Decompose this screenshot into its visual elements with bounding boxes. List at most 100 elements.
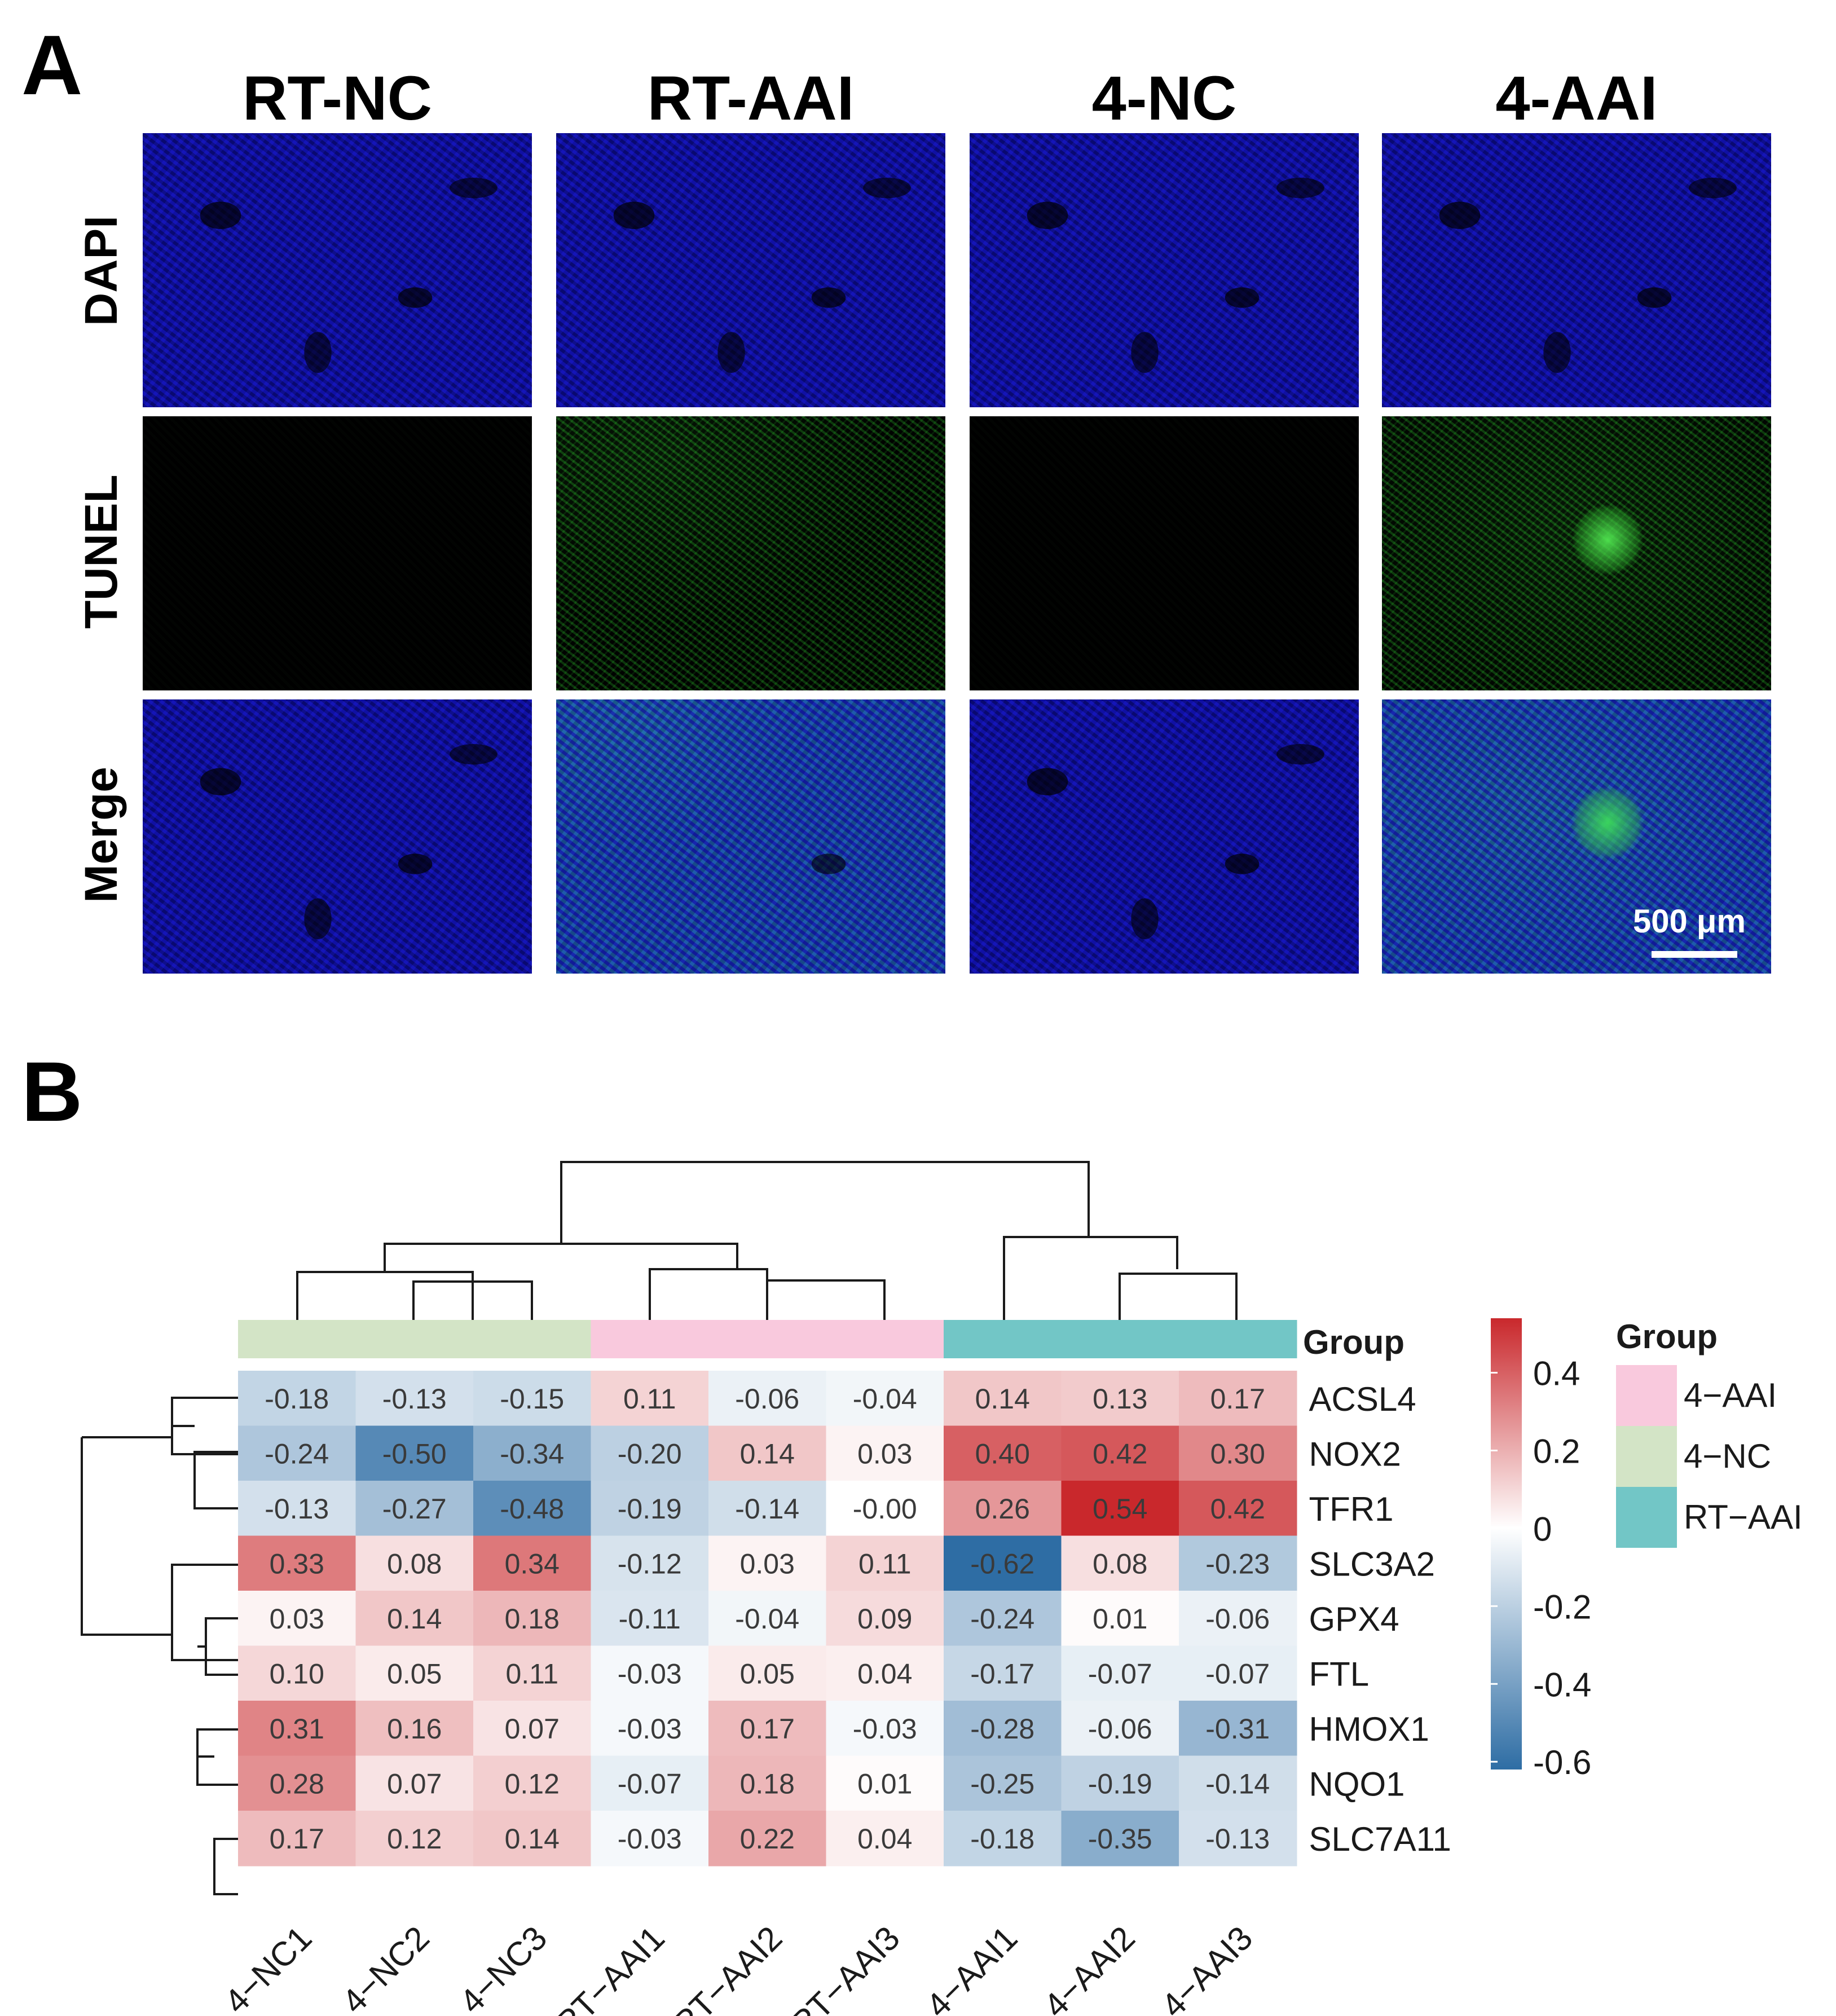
- heatmap-cell-hmox1-4-nc3: [473, 1701, 592, 1757]
- heatmap-cell-label: 0.14: [975, 1383, 1030, 1415]
- heatmap-cell-label: 0.12: [505, 1768, 560, 1799]
- heatmap-cells: -0.18 -0.13 -0.15 0.11 -0.06 -0.04 0.14 0.13 0.1…: [238, 1371, 1297, 1867]
- heatmap-cell-nqo1-4-aai2: [1061, 1755, 1179, 1811]
- heatmap-cell-acsl4-rt-aai3: [826, 1371, 944, 1427]
- heatmap-cell-hmox1-rt-aai1: [591, 1701, 709, 1757]
- heatmap-cell-tfr1-4-aai3: [1179, 1481, 1297, 1537]
- colorbar-ticks: 0.4 0.2 0 -0.2 -0.4 -0.6: [1491, 1355, 1591, 1781]
- heatmap-cell-label: -0.13: [1205, 1823, 1270, 1855]
- heatmap-cell-label: 0.03: [740, 1548, 795, 1579]
- heatmap-cell-nox2-rt-aai3: [826, 1425, 944, 1481]
- heatmap-cell-label: 0.13: [1093, 1383, 1147, 1415]
- heatmap-cell-label: -0.00: [853, 1493, 917, 1525]
- heatmap-cell-label: -0.19: [618, 1493, 682, 1525]
- heatmap-cell-label: -0.06: [1088, 1713, 1152, 1745]
- heatmap-cell-label: 0.03: [857, 1438, 912, 1469]
- heatmap-cell-label: -0.27: [382, 1493, 447, 1525]
- column-label-rt-aai1: RT−AAI1: [548, 1919, 672, 2016]
- group-bar-segment-4-aai3: [1179, 1320, 1297, 1358]
- heatmap-cell-tfr1-4-aai1: [944, 1481, 1062, 1537]
- micrograph-tunel-4-aai: [1382, 416, 1771, 690]
- heatmap-row-labels: ACSL4 NOX2 TFR1 SLC3A2 GPX4 FTL HMOX1 NQO1 SLC7A…: [1309, 1380, 1451, 1858]
- heatmap-cell-label: -0.07: [618, 1768, 682, 1799]
- column-label-rt-aai3: RT−AAI3: [783, 1919, 907, 2016]
- micrograph-dapi-4-nc: [970, 133, 1359, 407]
- heatmap-cell-label: -0.48: [500, 1493, 564, 1525]
- heatmap-cell-label: -0.07: [1088, 1658, 1152, 1689]
- heatmap-cell-acsl4-rt-aai2: [708, 1371, 827, 1427]
- row-label-slc3a2: SLC3A2: [1309, 1545, 1435, 1583]
- scale-bar: [1652, 951, 1737, 958]
- group-legend-swatch-4-nc: [1616, 1426, 1677, 1487]
- heatmap-cell-label: -0.14: [1205, 1768, 1270, 1799]
- heatmap-cell-nqo1-4-aai3: [1179, 1755, 1297, 1811]
- heatmap-cell-label: 0.40: [975, 1438, 1030, 1469]
- heatmap-cell-gpx4-4-aai1: [944, 1591, 1062, 1647]
- heatmap-cell-label: 0.11: [505, 1658, 558, 1689]
- micrograph-dapi-rt-nc: [143, 133, 532, 407]
- heatmap-cell-label: -0.12: [618, 1548, 682, 1579]
- heatmap-cell-ftl-rt-aai2: [708, 1645, 827, 1701]
- heatmap-cell-hmox1-4-nc1: [238, 1701, 356, 1757]
- heatmap-cell-label: 0.30: [1210, 1438, 1265, 1469]
- heatmap-cell-slc7a11-4-nc3: [473, 1811, 592, 1867]
- heatmap-cell-label: 0.07: [505, 1713, 560, 1745]
- group-bar-segment-rt-aai2: [708, 1320, 827, 1358]
- heatmap-cell-gpx4-rt-aai2: [708, 1591, 827, 1647]
- heatmap-cell-ftl-4-aai3: [1179, 1645, 1297, 1701]
- heatmap-cell-tfr1-4-nc3: [473, 1481, 592, 1537]
- group-bar-segment-4-nc2: [355, 1320, 474, 1358]
- heatmap-cell-acsl4-4-nc3: [473, 1371, 592, 1427]
- heatmap-cell-label: -0.04: [853, 1383, 917, 1415]
- column-label-4-nc2: 4−NC2: [334, 1919, 437, 2016]
- heatmap-cell-nqo1-4-nc3: [473, 1755, 592, 1811]
- heatmap-cell-label: 0.12: [387, 1823, 442, 1855]
- heatmap-cell-ftl-4-nc2: [355, 1645, 474, 1701]
- panel-b-letter: B: [21, 1044, 83, 1139]
- heatmap-cell-tfr1-4-nc2: [355, 1481, 474, 1537]
- column-dendrogram: [296, 1161, 1238, 1320]
- column-label-4-nc3: 4−NC3: [452, 1919, 554, 2016]
- heatmap-cell-label: 0.11: [623, 1383, 676, 1415]
- heatmap-cell-gpx4-4-aai3: [1179, 1591, 1297, 1647]
- heatmap-cell-label: 0.17: [270, 1823, 324, 1855]
- heatmap-cell-label: 0.01: [857, 1768, 912, 1799]
- group-bar-segment-4-nc1: [238, 1320, 356, 1358]
- heatmap-cell-tfr1-rt-aai1: [591, 1481, 709, 1537]
- heatmap-cell-label: -0.07: [1205, 1658, 1270, 1689]
- group-legend-label-rt-aai: RT−AAI: [1684, 1498, 1803, 1536]
- group-annotation-bar: [238, 1320, 1297, 1358]
- row-label-nqo1: NQO1: [1309, 1765, 1405, 1803]
- heatmap-cell-label: -0.50: [382, 1438, 447, 1469]
- heatmap-cell-label: -0.03: [618, 1658, 682, 1689]
- row-label-acsl4: ACSL4: [1309, 1380, 1416, 1418]
- heatmap-cell-label: -0.06: [1205, 1603, 1270, 1635]
- heatmap-cell-label: -0.14: [735, 1493, 799, 1525]
- heatmap-cell-slc3a2-rt-aai2: [708, 1535, 827, 1591]
- heatmap-cell-label: 0.17: [1210, 1383, 1265, 1415]
- group-legend-label-4-nc: 4−NC: [1684, 1437, 1771, 1475]
- heatmap-cell-label: -0.23: [1205, 1548, 1270, 1579]
- colorbar-tick-label: -0.4: [1533, 1666, 1591, 1704]
- heatmap-cell-acsl4-4-nc2: [355, 1371, 474, 1427]
- heatmap-cell-acsl4-4-aai2: [1061, 1371, 1179, 1427]
- heatmap-cell-label: 0.34: [505, 1548, 560, 1579]
- heatmap-cell-slc3a2-4-aai3: [1179, 1535, 1297, 1591]
- heatmap-cell-label: -0.31: [1205, 1713, 1270, 1745]
- heatmap-cell-slc7a11-rt-aai3: [826, 1811, 944, 1867]
- heatmap-cell-gpx4-4-nc3: [473, 1591, 592, 1647]
- heatmap-cell-label: -0.04: [735, 1603, 799, 1635]
- column-title-rt-aai: RT-AAI: [647, 64, 855, 133]
- heatmap-cell-label: -0.17: [970, 1658, 1034, 1689]
- heatmap-cell-label: 0.17: [740, 1713, 795, 1745]
- heatmap-cell-label: 0.14: [505, 1823, 560, 1855]
- group-legend-swatch-4-aai: [1616, 1365, 1677, 1426]
- heatmap-cell-ftl-4-aai1: [944, 1645, 1062, 1701]
- heatmap-cell-label: -0.62: [970, 1548, 1034, 1579]
- group-legend-swatch-rt-aai: [1616, 1487, 1677, 1548]
- scale-bar-label: 500 μm: [1633, 903, 1746, 940]
- heatmap-cell-label: 0.16: [387, 1713, 442, 1745]
- heatmap-cell-label: 0.22: [740, 1823, 795, 1855]
- heatmap-cell-label: 0.11: [858, 1548, 912, 1579]
